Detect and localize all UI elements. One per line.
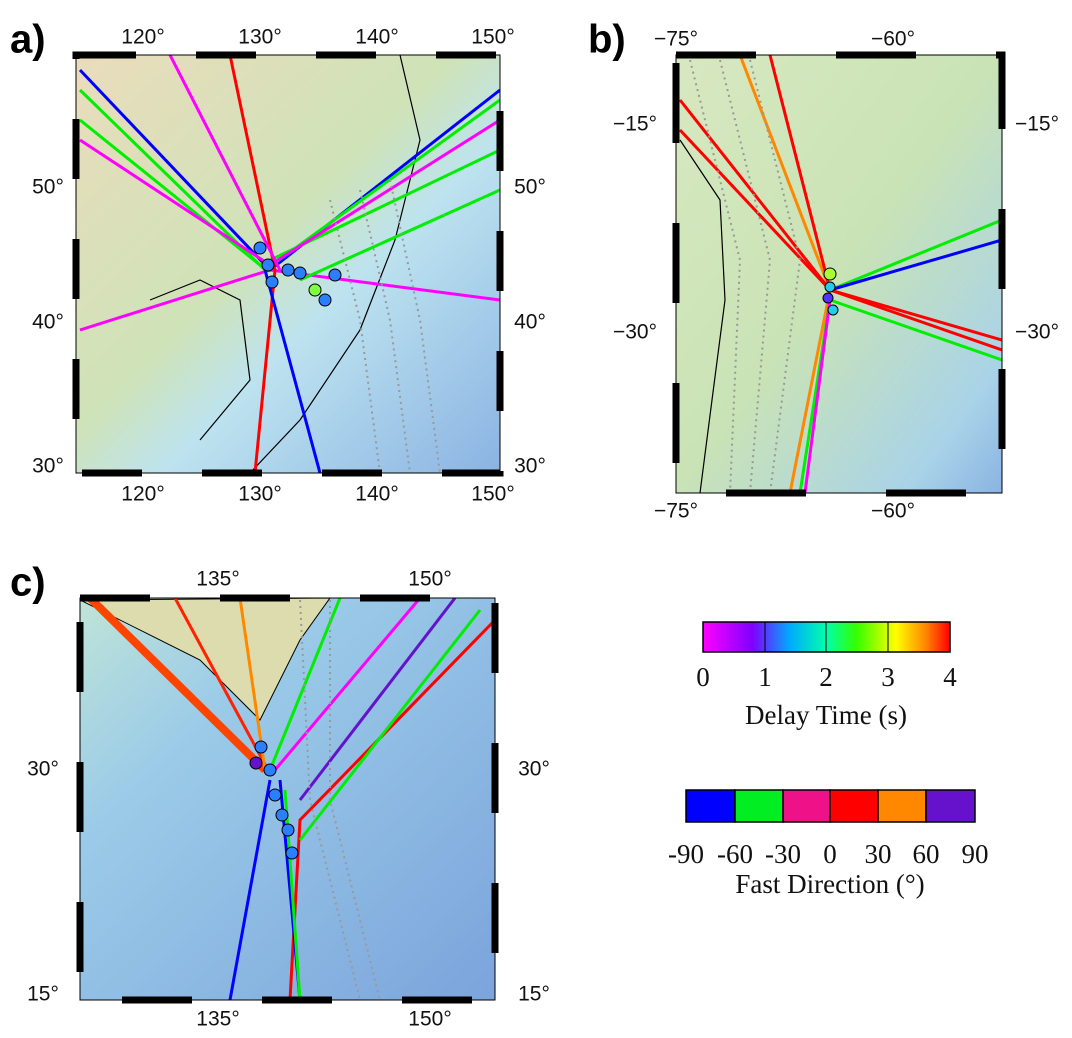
direction-colorbar <box>686 790 975 822</box>
bottom-tick-label: −60° <box>871 500 915 523</box>
panel-label: b) <box>588 18 626 62</box>
top-tick-label: 150° <box>471 26 514 49</box>
direction-tick-label: 0 <box>823 839 837 869</box>
right-tick-label: 15° <box>518 983 550 1006</box>
figure: a)120°120°130°130°140°140°150°150°50°50°… <box>0 0 1072 1038</box>
left-tick-label: −15° <box>613 113 657 136</box>
direction-tick-label: 60 <box>913 839 940 869</box>
panel-label: a) <box>10 18 46 62</box>
delay-label: Delay Time (s) <box>745 700 907 730</box>
delay-tick-label: 1 <box>758 662 772 692</box>
top-tick-label: 150° <box>408 568 451 591</box>
left-tick-label: −30° <box>613 321 657 344</box>
map-c <box>80 598 495 1000</box>
top-tick-label: 140° <box>355 26 398 49</box>
bottom-tick-label: 140° <box>355 483 398 506</box>
delay-tick-label: 0 <box>696 662 710 692</box>
direction-tick-label: -90 <box>668 839 704 869</box>
delay-tick-label: 4 <box>943 662 957 692</box>
bottom-tick-label: 130° <box>238 483 281 506</box>
top-tick-label: 135° <box>196 568 239 591</box>
top-tick-label: −75° <box>654 28 698 51</box>
direction-tick-label: 30 <box>865 839 892 869</box>
direction-tick-label: -60 <box>717 839 753 869</box>
right-tick-label: −30° <box>1015 321 1059 344</box>
direction-tick-label: 90 <box>962 839 989 869</box>
right-tick-label: 30° <box>518 758 550 781</box>
right-tick-label: 40° <box>514 311 546 334</box>
bottom-tick-label: −75° <box>654 500 698 523</box>
panel-label: c) <box>10 561 46 605</box>
bottom-tick-label: 150° <box>408 1008 451 1031</box>
bottom-tick-label: 120° <box>121 483 164 506</box>
left-tick-label: 50° <box>32 176 64 199</box>
bottom-tick-label: 150° <box>471 483 514 506</box>
delay-tick-label: 3 <box>881 662 895 692</box>
left-tick-label: 15° <box>27 983 59 1006</box>
left-tick-label: 30° <box>32 455 64 478</box>
top-tick-label: 120° <box>121 26 164 49</box>
delay-tick-label: 2 <box>819 662 833 692</box>
right-tick-label: 50° <box>514 176 546 199</box>
map-b <box>676 55 1002 493</box>
right-tick-label: −15° <box>1015 113 1059 136</box>
bottom-tick-label: 135° <box>196 1008 239 1031</box>
direction-label: Fast Direction (°) <box>735 869 924 899</box>
top-tick-label: −60° <box>871 28 915 51</box>
left-tick-label: 40° <box>32 311 64 334</box>
direction-tick-label: -30 <box>765 839 801 869</box>
map-a <box>76 55 500 473</box>
right-tick-label: 30° <box>514 455 546 478</box>
left-tick-label: 30° <box>27 758 59 781</box>
top-tick-label: 130° <box>238 26 281 49</box>
